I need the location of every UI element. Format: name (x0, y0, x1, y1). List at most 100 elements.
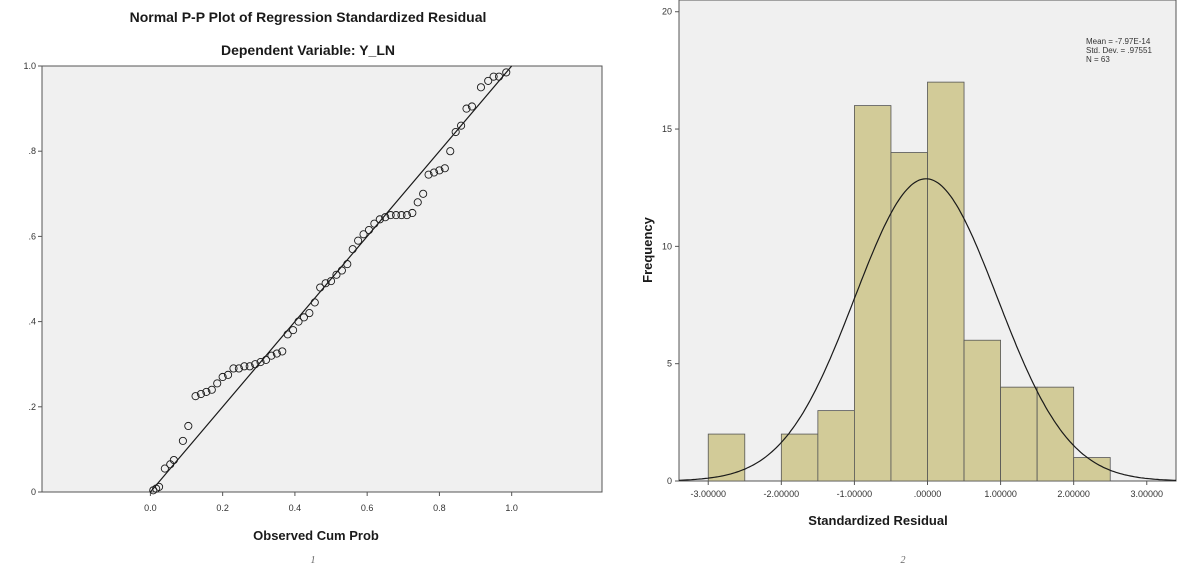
histogram-chart: 0 5 10 15 20 -3.00000 -2.00000 -1.00000 .00000 1.… (640, 0, 1177, 566)
pp-data-point (321, 279, 330, 288)
histogram-x-axis-label: Standardized Residual (808, 513, 947, 528)
pp-data-point (256, 358, 265, 367)
pp-data-point (251, 360, 260, 369)
pp-data-point (467, 102, 476, 111)
pp-plot-area (41, 65, 603, 493)
pp-data-point (457, 121, 466, 130)
hist-x-tick-label: -3.00000 (690, 489, 726, 499)
pp-data-point (348, 245, 357, 254)
histogram-stat-n: N = 63 (1086, 55, 1110, 64)
pp-data-point (278, 347, 287, 356)
pp-data-point (337, 266, 346, 275)
pp-y-tick-label: 0 (31, 487, 36, 497)
histogram-bar (1000, 386, 1038, 482)
pp-data-point (489, 72, 498, 81)
hist-y-tick-label: 5 (667, 359, 672, 369)
pp-data-point (283, 330, 292, 339)
pp-data-point (202, 387, 211, 396)
hist-y-tick-label: 0 (667, 476, 672, 486)
pp-data-point (370, 219, 379, 228)
pp-plot-chart: Normal P-P Plot of Regression Standardiz… (23, 9, 603, 566)
pp-data-point (326, 277, 336, 286)
pp-data-point (310, 298, 319, 307)
pp-plot-panel: Normal P-P Plot of Regression Standardiz… (23, 9, 603, 566)
pp-data-point (207, 385, 216, 394)
pp-data-point (191, 392, 200, 401)
pp-y-tick-label: .2 (28, 402, 36, 412)
histogram-bar (963, 339, 1001, 482)
hist-x-tick-label: -2.00000 (764, 489, 800, 499)
pp-data-point (397, 211, 406, 220)
pp-data-point (359, 230, 368, 239)
pp-plot-caption: 1 (311, 555, 316, 566)
pp-data-point (160, 464, 169, 473)
pp-data-point (402, 211, 411, 220)
pp-data-point (419, 189, 428, 198)
pp-data-point (429, 168, 439, 177)
pp-data-point (178, 436, 187, 445)
histogram-bar (707, 433, 746, 482)
pp-data-point (155, 482, 164, 491)
pp-data-point (294, 317, 303, 326)
pp-data-point (462, 104, 471, 113)
pp-data-point (413, 198, 422, 207)
pp-data-point (305, 309, 314, 318)
histogram-bar (1073, 457, 1111, 482)
pp-data-point (440, 164, 449, 173)
pp-reference-line (149, 65, 513, 493)
pp-data-point (354, 236, 363, 245)
pp-plot-title: Normal P-P Plot of Regression Standardiz… (130, 9, 487, 25)
pp-data-point (289, 326, 298, 335)
pp-data-point (446, 147, 455, 156)
pp-data-point (502, 68, 511, 77)
histogram-bar (890, 152, 928, 482)
pp-data-point (299, 313, 308, 322)
pp-data-point (364, 225, 374, 235)
pp-y-tick-label: .4 (28, 317, 36, 327)
pp-data-point (316, 283, 325, 292)
pp-plot-marks: 0.2.4.6.81.00.0 0.2 0.4 0.6 0.8 1.0 (23, 61, 517, 513)
histogram-caption: 2 (901, 555, 906, 566)
pp-data-point (169, 455, 178, 465)
pp-x-tick-label: 0.2 (216, 503, 229, 513)
histogram-marks: 0 5 10 15 20 -3.00000 -2.00000 -1.00000 .00000 1.… (662, 7, 1177, 499)
normal-curve (678, 178, 1177, 481)
pp-data-point (245, 362, 254, 371)
pp-x-tick-label: 0.4 (289, 503, 302, 513)
pp-x-tick-label: 1.0 (505, 503, 518, 513)
pp-data-point (234, 364, 243, 373)
hist-y-tick-label: 15 (662, 124, 672, 134)
pp-y-tick-label: .8 (28, 146, 36, 156)
pp-plot-subtitle: Dependent Variable: Y_LN (221, 42, 395, 58)
hist-x-tick-label: -1.00000 (837, 489, 873, 499)
pp-x-tick-label: 0.8 (433, 503, 446, 513)
histogram-bar (780, 433, 819, 482)
pp-data-point (476, 83, 486, 92)
pp-data-point (240, 362, 249, 371)
pp-data-point (484, 76, 493, 85)
pp-plot-x-axis-label: Observed Cum Prob (253, 528, 379, 543)
pp-data-point (408, 208, 417, 218)
pp-data-point (196, 389, 206, 399)
hist-x-tick-label: .00000 (914, 489, 942, 499)
pp-data-point (386, 211, 395, 220)
pp-data-point (184, 421, 193, 431)
pp-data-point (451, 127, 460, 137)
pp-data-point (494, 72, 504, 81)
hist-x-tick-label: 1.00000 (984, 489, 1017, 499)
pp-data-point (218, 372, 227, 382)
pp-data-point (332, 270, 341, 279)
hist-x-tick-label: 2.00000 (1057, 489, 1090, 499)
pp-data-point (267, 351, 276, 360)
pp-x-tick-label: 0.6 (361, 503, 374, 513)
pp-data-point (272, 349, 281, 358)
pp-data-point (435, 166, 444, 175)
hist-y-tick-label: 20 (662, 7, 672, 17)
pp-data-point (213, 379, 222, 388)
pp-x-tick-label: 0.0 (144, 503, 157, 513)
histogram-panel: 0 5 10 15 20 -3.00000 -2.00000 -1.00000 .00000 1.… (600, 0, 1186, 570)
histogram-y-axis-label: Frequency (640, 216, 655, 283)
pp-data-point (224, 370, 233, 379)
histogram-stat-mean: Mean = -7.97E-14 (1086, 37, 1151, 46)
histogram-bar (817, 410, 855, 482)
